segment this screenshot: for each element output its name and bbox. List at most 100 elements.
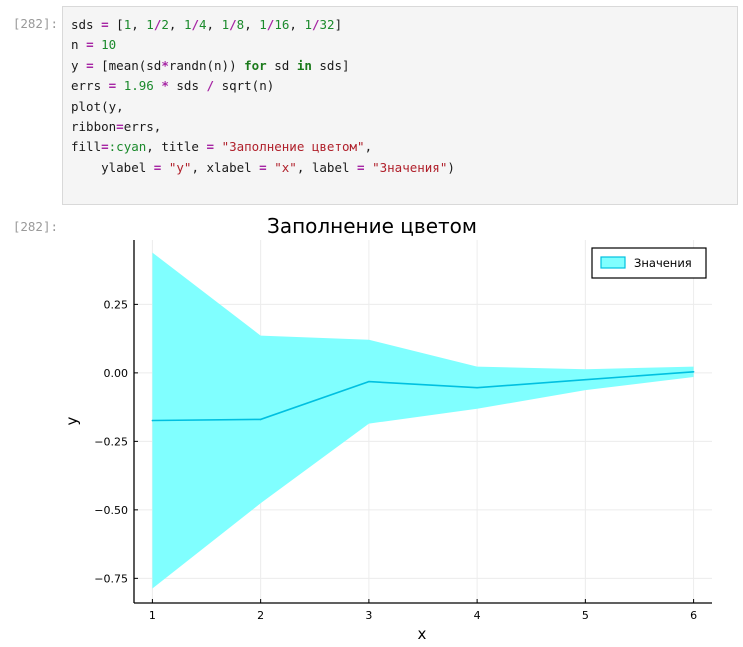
code-text: fill [71, 139, 102, 155]
code-number: 1 [259, 17, 267, 32]
code-symbol: :cyan [108, 139, 147, 155]
code-text [365, 160, 373, 175]
ribbon-area [152, 252, 694, 589]
code-operator: / [191, 17, 200, 32]
data-point [476, 386, 478, 389]
code-text: , title [146, 139, 207, 155]
code-text: sds [168, 78, 207, 94]
ribbon-line-chart: 1 2 3 4 5 6 0.25 0.00 −0.25 −0.50 −0.75 Заполнение… [63, 214, 712, 643]
code-text: sd [266, 57, 297, 73]
code-operator: = [108, 78, 117, 94]
data-points [151, 370, 695, 422]
y-tick-label: −0.75 [94, 572, 128, 585]
code-text: ylabel [71, 159, 154, 175]
code-text: randn(n)) [168, 57, 245, 73]
legend-label: Значения [634, 256, 692, 270]
code-text: , [244, 17, 260, 32]
axes [133, 240, 712, 604]
code-text: , xlabel [191, 159, 260, 175]
code-text: sqrt(n) [214, 78, 275, 94]
code-text: , [168, 17, 184, 32]
legend-swatch [600, 256, 626, 269]
y-axis-label: y [63, 416, 81, 425]
code-number: 1 [183, 17, 192, 32]
x-tick-label: 6 [690, 609, 697, 622]
code-number: 10 [101, 37, 117, 53]
code-number: 1 [123, 17, 132, 32]
tick-labels: 1 2 3 4 5 6 0.25 0.00 −0.25 −0.50 −0.75 [94, 298, 697, 622]
y-tick-label: −0.50 [94, 504, 128, 517]
series-line [152, 371, 694, 422]
code-number: 4 [199, 17, 207, 32]
chart-title: Заполнение цветом [267, 214, 477, 238]
code-operator: = [86, 37, 94, 53]
code-string: "x" [274, 159, 297, 175]
x-tick-label: 1 [149, 609, 156, 622]
code-text: ] [334, 17, 343, 32]
code-text: ribbon [71, 119, 117, 135]
code-text [94, 37, 102, 52]
code-text: , [206, 17, 222, 32]
code-string: "y" [168, 159, 192, 175]
code-text: n [71, 37, 87, 53]
data-point [368, 380, 370, 383]
code-text: errs, [123, 119, 162, 135]
code-text: , [131, 17, 147, 32]
code-number: 1 [221, 17, 230, 32]
code-keyword: in [296, 57, 312, 73]
code-text: sds] [311, 57, 350, 73]
code-operator: = [206, 139, 215, 155]
code-text: plot(y, [71, 98, 124, 114]
code-number: 1 [304, 17, 312, 32]
code-operator: = [101, 139, 109, 155]
code-operator: = [86, 57, 94, 73]
data-point [584, 378, 587, 381]
code-text: errs [71, 78, 109, 94]
code-text [116, 78, 124, 93]
code-text: ) [447, 159, 455, 175]
code-number: 2 [161, 17, 169, 32]
y-tick-label: 0.00 [104, 367, 129, 380]
code-text: sds [71, 17, 102, 32]
code-text: y [71, 57, 87, 73]
code-number: 1.96 [123, 78, 154, 94]
x-tick-label: 2 [257, 609, 264, 622]
code-text: [mean(sd [93, 57, 162, 73]
x-tick-label: 5 [582, 609, 589, 622]
code-operator: = [101, 17, 109, 32]
data-point [259, 418, 262, 421]
code-text [161, 160, 169, 175]
x-axis-label: x [418, 625, 427, 643]
code-operator: * [161, 78, 169, 94]
code-operator: / [266, 17, 275, 32]
code-operator: = [357, 159, 365, 175]
code-operator: / [153, 17, 162, 32]
code-operator: / [311, 17, 320, 32]
y-tick-label: 0.25 [104, 298, 129, 311]
code-text: , [364, 139, 373, 155]
code-operator: = [153, 159, 162, 175]
code-text: [ [108, 17, 124, 32]
y-tick-label: −0.25 [94, 435, 128, 448]
code-keyword: for [244, 57, 267, 73]
code-number: 1 [146, 17, 154, 32]
code-text: , label [296, 159, 358, 175]
code-operator: = [259, 159, 267, 175]
code-operator: / [206, 78, 215, 94]
code-editor[interactable]: sds = [1, 1/2, 1/4, 1/8, 1/16, 1/32] n =… [63, 7, 737, 178]
code-number: 8 [236, 17, 245, 32]
legend: Значения [591, 247, 707, 279]
plot-output: 1 2 3 4 5 6 0.25 0.00 −0.25 −0.50 −0.75 Заполнение… [62, 207, 738, 643]
code-operator: = [116, 119, 124, 135]
x-tick-label: 4 [474, 609, 481, 622]
code-text: , [289, 17, 305, 32]
x-tick-label: 3 [365, 609, 372, 622]
code-operator: / [229, 17, 237, 32]
code-cell[interactable]: sds = [1, 1/2, 1/4, 1/8, 1/16, 1/32] n =… [62, 6, 738, 205]
code-string: "Значения" [372, 159, 448, 175]
code-operator: * [161, 57, 169, 73]
code-number: 32 [319, 17, 335, 32]
code-string: "Заполнение цветом" [221, 139, 365, 155]
data-point [692, 370, 695, 373]
input-prompt: [282]: [12, 16, 58, 31]
